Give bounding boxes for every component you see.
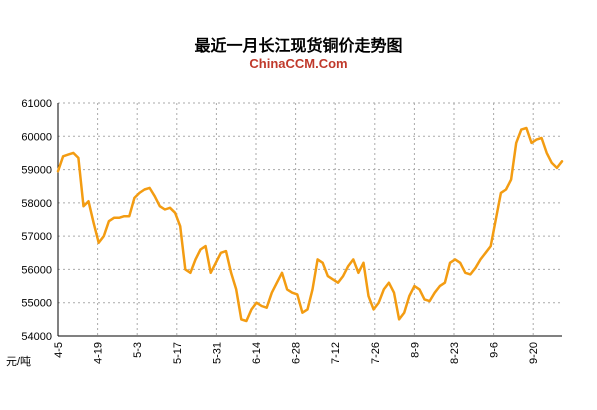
x-tick-labels: 4-5 4-19 5-3 5-17 5-31 6-14 6-28 7-12 7-26 8-9 8-2… [53,342,540,364]
y-tick-labels: 61000 60000 59000 58000 57000 56000 55000 54000 [21,98,52,343]
y-tick-label: 55000 [21,298,52,310]
y-tick-label: 57000 [21,231,52,243]
y-tick-label: 59000 [21,165,52,177]
x-tick-label: 4-5 [53,342,65,358]
x-tick-label: 7-26 [370,342,382,364]
x-tick-label: 5-3 [132,342,144,358]
price-line [56,126,564,323]
x-tick-label: 5-31 [211,342,223,364]
chart-title: 最近一月长江现货铜价走势图 [194,36,403,55]
x-tick-label: 7-12 [330,342,342,364]
chart-brand: ChinaCCM.Com [249,56,348,71]
x-tick-label: 9-20 [528,342,540,364]
y-tick-label: 60000 [21,131,52,143]
x-tick-label: 8-23 [449,342,461,364]
x-tick-label: 9-6 [489,342,501,358]
y-tick-label: 56000 [21,264,52,276]
x-tick-label: 6-14 [251,342,263,364]
x-tick-label: 6-28 [291,342,303,364]
y-tick-label: 58000 [21,198,52,210]
y-tick-label: 61000 [21,98,52,110]
x-tick-label: 4-19 [93,342,105,364]
x-tick-label: 5-17 [172,342,184,364]
x-tick-label: 8-9 [409,342,421,358]
axes [57,103,562,337]
y-tick-label: 54000 [21,331,52,343]
y-axis-unit-label: 元/吨 [6,355,31,368]
